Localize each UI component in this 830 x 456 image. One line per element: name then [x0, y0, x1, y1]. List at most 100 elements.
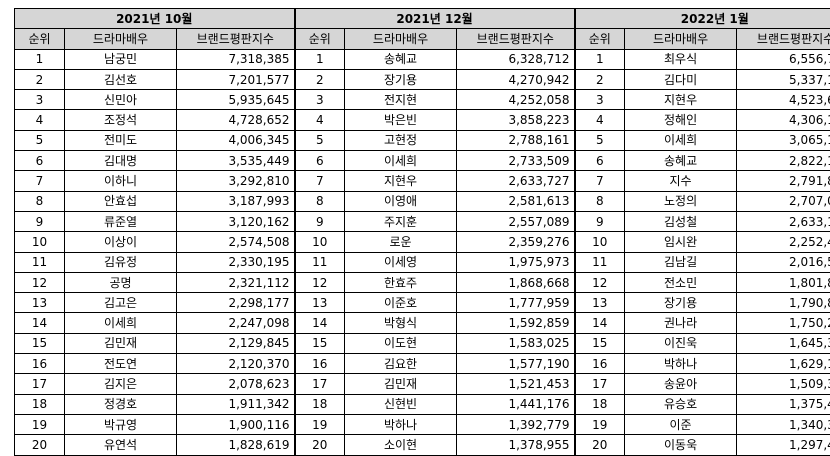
rank-cell: 3 [575, 90, 625, 110]
rank-cell: 3 [295, 90, 345, 110]
rank-cell: 8 [15, 191, 65, 211]
index-score-cell: 2,822,148 [737, 151, 830, 171]
actor-name-cell: 전지현 [345, 90, 457, 110]
rank-cell: 2 [575, 69, 625, 89]
index-score-cell: 4,270,942 [457, 69, 575, 89]
actor-name-cell: 고현정 [345, 130, 457, 150]
rank-cell: 19 [15, 414, 65, 434]
actor-name-cell: 이진욱 [625, 333, 737, 353]
rank-cell: 7 [295, 171, 345, 191]
rank-cell: 17 [295, 374, 345, 394]
table-row: 15김민재2,129,84515이도현1,583,02515이진욱1,645,3… [15, 333, 830, 353]
table-row: 19박규영1,900,11619박하나1,392,77919이준1,340,36… [15, 414, 830, 434]
index-score-cell: 1,521,453 [457, 374, 575, 394]
index-score-cell: 1,441,176 [457, 394, 575, 414]
actor-name-cell: 김다미 [625, 69, 737, 89]
index-score-cell: 2,078,623 [177, 374, 295, 394]
actor-name-cell: 권나라 [625, 313, 737, 333]
index-score-cell: 2,733,509 [457, 151, 575, 171]
rank-cell: 8 [295, 191, 345, 211]
rank-cell: 4 [15, 110, 65, 130]
index-score-cell: 4,728,652 [177, 110, 295, 130]
rank-cell: 16 [15, 354, 65, 374]
index-score-cell: 6,556,797 [737, 49, 830, 69]
actor-name-cell: 한효주 [345, 272, 457, 292]
actor-name-cell: 로운 [345, 232, 457, 252]
rank-cell: 15 [15, 333, 65, 353]
actor-name-cell: 이준 [625, 414, 737, 434]
index-score-cell: 2,321,112 [177, 272, 295, 292]
rank-cell: 4 [575, 110, 625, 130]
index-score-cell: 5,337,173 [737, 69, 830, 89]
ranking-sheet: 2021년 10월 2021년 12월 2022년 1월 순위 드라마배우 브랜… [14, 8, 816, 444]
rank-cell: 17 [15, 374, 65, 394]
rank-header: 순위 [575, 29, 625, 49]
index-score-cell: 3,858,223 [457, 110, 575, 130]
actor-name-cell: 김지은 [65, 374, 177, 394]
period-title: 2021년 10월 [15, 9, 295, 29]
index-score-cell: 2,633,161 [737, 211, 830, 231]
actor-name-cell: 주지훈 [345, 211, 457, 231]
actor-name-cell: 류준열 [65, 211, 177, 231]
index-score-cell: 1,975,973 [457, 252, 575, 272]
index-score-cell: 2,330,195 [177, 252, 295, 272]
index-score-cell: 1,577,190 [457, 354, 575, 374]
actor-name-cell: 송혜교 [345, 49, 457, 69]
rank-cell: 5 [15, 130, 65, 150]
rank-cell: 15 [295, 333, 345, 353]
table-row: 18정경호1,911,34218신현빈1,441,17618유승호1,375,4… [15, 394, 830, 414]
rank-cell: 6 [575, 151, 625, 171]
index-score-cell: 2,120,370 [177, 354, 295, 374]
index-score-cell: 7,318,385 [177, 49, 295, 69]
rank-cell: 18 [15, 394, 65, 414]
index-score-cell: 7,201,577 [177, 69, 295, 89]
actor-name-cell: 이세희 [65, 313, 177, 333]
actor-name-cell: 이상이 [65, 232, 177, 252]
rank-cell: 16 [575, 354, 625, 374]
index-score-cell: 2,788,161 [457, 130, 575, 150]
actor-name-cell: 김유정 [65, 252, 177, 272]
index-header: 브랜드평판지수 [737, 29, 830, 49]
rank-cell: 3 [15, 90, 65, 110]
index-score-cell: 3,292,810 [177, 171, 295, 191]
actor-name-cell: 전도연 [65, 354, 177, 374]
actor-name-cell: 김남길 [625, 252, 737, 272]
index-score-cell: 1,583,025 [457, 333, 575, 353]
rank-header: 순위 [15, 29, 65, 49]
rank-cell: 10 [575, 232, 625, 252]
index-score-cell: 3,535,449 [177, 151, 295, 171]
actor-name-cell: 김민재 [65, 333, 177, 353]
rank-cell: 19 [575, 414, 625, 434]
index-score-cell: 3,065,105 [737, 130, 830, 150]
index-score-cell: 1,900,116 [177, 414, 295, 434]
actor-name-cell: 신민아 [65, 90, 177, 110]
index-score-cell: 1,645,340 [737, 333, 830, 353]
index-header: 브랜드평판지수 [177, 29, 295, 49]
index-score-cell: 1,509,310 [737, 374, 830, 394]
index-score-cell: 2,707,036 [737, 191, 830, 211]
rank-cell: 1 [15, 49, 65, 69]
actor-name-cell: 김선호 [65, 69, 177, 89]
index-score-cell: 4,252,058 [457, 90, 575, 110]
index-score-cell: 1,375,473 [737, 394, 830, 414]
rank-cell: 2 [15, 69, 65, 89]
index-score-cell: 1,777,959 [457, 293, 575, 313]
rank-cell: 6 [15, 151, 65, 171]
actor-name-cell: 유승호 [625, 394, 737, 414]
rank-cell: 6 [295, 151, 345, 171]
index-score-cell: 3,187,993 [177, 191, 295, 211]
rank-cell: 12 [575, 272, 625, 292]
rank-cell: 15 [575, 333, 625, 353]
actor-name-cell: 지수 [625, 171, 737, 191]
rank-cell: 10 [295, 232, 345, 252]
rank-cell: 9 [295, 211, 345, 231]
index-score-cell: 1,750,211 [737, 313, 830, 333]
rank-cell: 10 [15, 232, 65, 252]
actor-header: 드라마배우 [65, 29, 177, 49]
rank-cell: 13 [295, 293, 345, 313]
index-score-cell: 6,328,712 [457, 49, 575, 69]
